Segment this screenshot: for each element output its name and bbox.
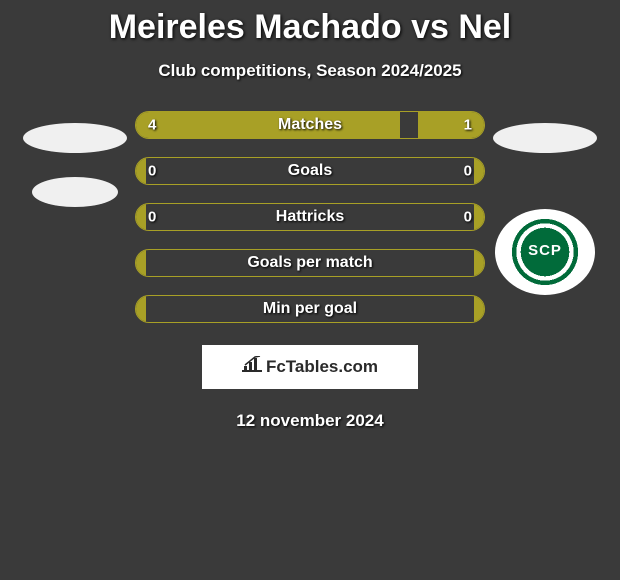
bar-label: Matches [278, 116, 342, 134]
bar-label: Min per goal [263, 300, 357, 318]
stat-bar: Goals 0 0 [135, 157, 485, 185]
stat-bar: Min per goal [135, 295, 485, 323]
bar-fill-right [474, 158, 484, 184]
bar-value-left: 4 [148, 117, 156, 134]
page-title: Meireles Machado vs Nel [0, 8, 620, 47]
bar-label: Hattricks [276, 208, 344, 226]
bar-fill-right [474, 204, 484, 230]
stat-bar: Matches 4 1 [135, 111, 485, 139]
bar-fill-left [136, 158, 146, 184]
scp-logo-inner: SCP [506, 213, 584, 291]
right-ellipse-1 [493, 123, 597, 153]
left-ellipse-2 [32, 177, 118, 207]
bar-value-right: 0 [464, 163, 472, 180]
bar-fill-right [474, 296, 484, 322]
bar-label: Goals [288, 162, 332, 180]
stat-bar: Hattricks 0 0 [135, 203, 485, 231]
left-side [15, 111, 135, 341]
bar-value-left: 0 [148, 209, 156, 226]
bar-value-left: 0 [148, 163, 156, 180]
brand-label: FcTables.com [266, 357, 378, 377]
bar-fill-left [136, 204, 146, 230]
body-row: Matches 4 1 Goals 0 0 Hattricks 0 0 Goals per mat… [0, 111, 620, 341]
bar-fill-left [136, 112, 400, 138]
stat-bar: Goals per match [135, 249, 485, 277]
subtitle: Club competitions, Season 2024/2025 [0, 61, 620, 81]
bar-value-right: 0 [464, 209, 472, 226]
date-text: 12 november 2024 [0, 411, 620, 431]
bar-fill-left [136, 250, 146, 276]
bar-fill-left [136, 296, 146, 322]
bar-value-right: 1 [464, 117, 472, 134]
chart-icon [242, 356, 262, 378]
bar-fill-right [418, 112, 484, 138]
left-ellipse-1 [23, 123, 127, 153]
right-side: SCP [485, 111, 605, 341]
scp-logo-text: SCP [528, 242, 562, 259]
infographic-container: Meireles Machado vs Nel Club competition… [0, 0, 620, 431]
brand-text: FcTables.com [242, 356, 378, 378]
bar-fill-right [474, 250, 484, 276]
bar-label: Goals per match [247, 254, 372, 272]
scp-logo: SCP [495, 209, 595, 295]
bars-column: Matches 4 1 Goals 0 0 Hattricks 0 0 Goals per mat… [135, 111, 485, 341]
brand-box: FcTables.com [202, 345, 418, 389]
bar-gap [400, 112, 417, 138]
